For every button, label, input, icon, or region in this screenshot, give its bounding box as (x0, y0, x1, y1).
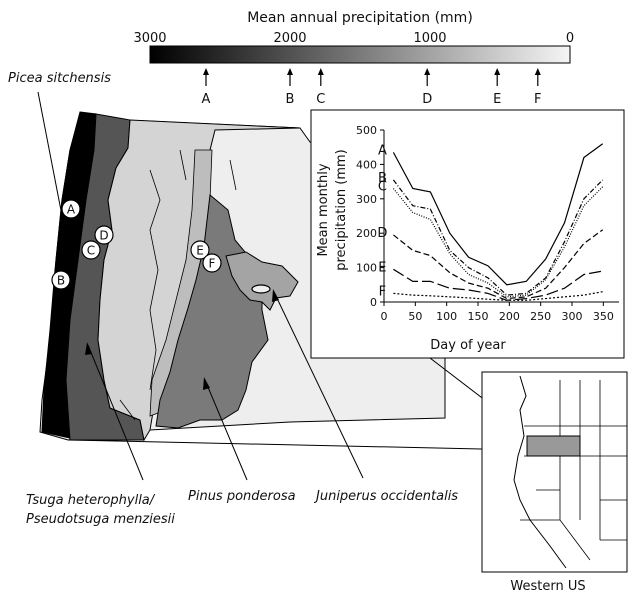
leader-picea (37, 91, 65, 227)
chart-xlabel: Day of year (430, 338, 506, 353)
label-picea-sitchensis: Picea sitchensis (8, 71, 111, 86)
colorbar-site-arrowhead (424, 68, 431, 75)
map-lake (251, 284, 271, 294)
chart-series-label-D: D (377, 226, 387, 241)
chart-series-label-F: F (379, 284, 386, 299)
leader-pinus-arrowhead (203, 377, 210, 390)
label-tsuga-line2: Pseudotsuga menziesii (26, 512, 175, 527)
chart-y-tick-label: 400 (356, 158, 377, 171)
species-labels: Picea sitchensis Tsuga heterophylla/ Pse… (8, 71, 538, 527)
map-site-marker-circle (202, 253, 222, 273)
chart-series-line-C (392, 186, 604, 298)
western-us-inset: Western US (481, 371, 628, 594)
chart-series-label-B: B (378, 171, 387, 186)
map-site-marker-circle (61, 199, 81, 219)
map-site-marker-circle (190, 240, 210, 260)
map-site-marker-label: B (57, 274, 65, 288)
chart-series-line-D (393, 229, 604, 300)
chart-y-tick-label: 0 (370, 296, 377, 309)
chart-ylabel-line1: Mean monthly (316, 163, 331, 256)
colorbar-tick-label: 0 (566, 31, 574, 46)
chart-x-tick-label: 50 (408, 310, 422, 323)
colorbar-site-label: A (202, 92, 211, 107)
colorbar-site-label: C (316, 92, 325, 107)
chart-series-line-A (392, 143, 604, 286)
precipitation-chart: Mean monthly precipitation (mm) Day of y… (310, 109, 625, 359)
chart-y-tick-label: 300 (356, 193, 377, 206)
map-site-marker-circle (51, 270, 71, 290)
colorbar-site-arrowhead (203, 68, 209, 75)
label-tsuga-line1: Tsuga heterophylla/ (26, 493, 156, 508)
chart-x-tick-label: 150 (468, 310, 489, 323)
map-interior-lines (119, 149, 237, 421)
colorbar-tick-label: 2000 (273, 31, 306, 46)
leader-picea-arrowhead (60, 216, 67, 228)
colorbar-site-label: D (422, 92, 432, 107)
chart-y-tick-label: 100 (356, 262, 377, 275)
colorbar-title: Mean annual precipitation (mm) (247, 10, 473, 26)
inset-oregon-highlight (526, 435, 581, 457)
colorbar-site-label: E (493, 92, 501, 107)
inset-coastline (513, 375, 567, 569)
chart-x-tick-label: 0 (381, 310, 388, 323)
chart-series-line-B (392, 179, 604, 296)
inset-caption: Western US (510, 579, 585, 594)
leader-juniperus (273, 291, 364, 479)
leader-pinus (204, 379, 248, 481)
map-site-marker-circle (94, 225, 114, 245)
map-site-marker-circle (81, 240, 101, 260)
chart-series-label-C: C (378, 179, 387, 194)
chart-x-tick-label: 200 (499, 310, 520, 323)
chart-plot-area: 0 50 100 150 200 250 300 350 0 100 200 300 400 500ABC… (356, 124, 619, 323)
map-site-marker-label: D (99, 229, 108, 243)
inset-frame (481, 371, 628, 573)
chart-x-tick-label: 250 (530, 310, 551, 323)
chart-frame (310, 109, 625, 359)
colorbar-site-label: B (286, 92, 295, 107)
chart-series-line-F (393, 291, 603, 301)
chart-x-tick-label: 100 (436, 310, 457, 323)
chart-series-line-E (393, 268, 603, 301)
colorbar-gradient (149, 45, 571, 64)
leader-tsuga-arrowhead (85, 342, 92, 355)
leader-tsuga (87, 344, 144, 481)
colorbar-site-arrowhead (534, 68, 541, 75)
connector-map-to-inset-1 (67, 439, 529, 451)
colorbar-site-arrowhead (287, 68, 293, 75)
label-pinus-ponderosa: Pinus ponderosa (188, 489, 296, 504)
colorbar-tick-label: 3000 (133, 31, 166, 46)
chart-x-tick-label: 300 (562, 310, 583, 323)
colorbar-tick-label: 1000 (413, 31, 446, 46)
map-site-markers: A B CD EF (51, 199, 222, 290)
colorbar-tick-labels: 3000 2000 1000 0 (133, 31, 574, 46)
chart-x-tick-label: 350 (593, 310, 614, 323)
colorbar-site-markers: A B C D E F (202, 68, 542, 107)
chart-series-label-E: E (378, 260, 386, 275)
chart-y-tick-label: 500 (356, 124, 377, 137)
chart-series-label-A: A (378, 143, 387, 158)
colorbar-site-label: F (534, 92, 541, 107)
chart-y-tick-label: 200 (356, 227, 377, 240)
label-juniperus-occidentalis: Juniperus occidentalis (313, 489, 458, 504)
map-site-marker-label: C (87, 244, 95, 258)
colorbar: Mean annual precipitation (mm) 3000 2000 1… (133, 10, 574, 107)
colorbar-site-arrowhead (494, 68, 501, 75)
colorbar-site-arrowhead (317, 68, 324, 75)
map-site-marker-label: A (67, 203, 76, 217)
leader-juniperus-arrowhead (272, 289, 279, 302)
map-site-marker-label: F (209, 257, 216, 271)
map-site-marker-label: E (196, 244, 204, 258)
chart-ylabel-line2: precipitation (mm) (334, 149, 349, 271)
